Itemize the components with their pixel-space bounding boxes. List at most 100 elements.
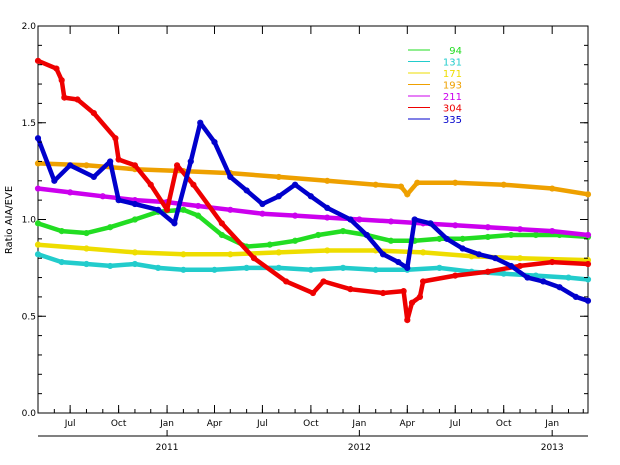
data-point	[372, 266, 379, 273]
data-point	[115, 197, 122, 204]
data-point	[259, 200, 266, 208]
legend-label: 304	[443, 104, 462, 115]
data-point	[53, 65, 60, 72]
data-point	[356, 216, 363, 223]
data-point	[155, 264, 162, 271]
data-point	[67, 189, 74, 196]
data-point	[507, 262, 515, 270]
data-point	[397, 183, 405, 190]
data-point	[500, 181, 507, 188]
legend-label: 211	[443, 92, 462, 103]
data-point	[131, 200, 139, 208]
data-point	[283, 278, 290, 285]
data-point	[540, 278, 547, 285]
data-point	[34, 57, 42, 64]
legend-entry-193: 193	[408, 81, 462, 92]
data-point	[259, 210, 266, 217]
y-axis-label: Ratio AIA/EVE	[4, 186, 15, 254]
x-tick-label: Jul	[64, 419, 76, 429]
series-line-171	[35, 242, 591, 263]
data-point	[387, 218, 395, 225]
series-line-193	[35, 161, 591, 197]
data-point	[549, 228, 556, 235]
data-point	[275, 173, 282, 181]
legend-label: 131	[443, 58, 462, 69]
data-point	[404, 191, 411, 198]
data-point	[347, 286, 354, 293]
legend-label: 335	[443, 115, 462, 126]
data-point	[197, 119, 204, 126]
data-point	[61, 94, 68, 101]
data-point	[218, 231, 225, 239]
data-point	[291, 237, 299, 244]
data-point	[452, 179, 459, 186]
data-point	[584, 297, 592, 304]
data-point	[131, 249, 139, 256]
series-304	[34, 57, 592, 324]
data-point	[171, 220, 178, 227]
data-point	[584, 276, 592, 283]
data-point	[195, 202, 202, 210]
data-point	[83, 245, 90, 252]
legend-entry-304: 304	[408, 104, 462, 115]
data-point	[379, 289, 387, 297]
legend-entry-211: 211	[408, 92, 462, 103]
data-point	[180, 266, 187, 273]
data-point	[484, 233, 492, 241]
data-point	[307, 193, 314, 200]
data-point	[427, 220, 434, 227]
series-line-211	[35, 186, 591, 238]
data-point	[404, 317, 411, 324]
data-point	[107, 158, 114, 165]
data-point	[266, 241, 273, 248]
data-point	[584, 260, 592, 268]
data-point	[416, 293, 424, 300]
data-point	[155, 206, 162, 213]
data-point	[34, 185, 42, 192]
data-point	[275, 193, 282, 200]
x-tick-label: Jan	[159, 419, 174, 429]
legend-entry-335: 335	[408, 115, 462, 126]
data-point	[90, 109, 97, 117]
data-point	[195, 212, 202, 219]
data-point	[516, 255, 524, 262]
data-point	[475, 251, 483, 258]
data-point	[190, 181, 197, 188]
data-point	[34, 241, 42, 248]
data-point	[147, 181, 154, 188]
data-point	[34, 135, 42, 142]
data-point	[516, 226, 524, 233]
year-tick-label: 2013	[541, 443, 564, 453]
plot-frame	[37, 25, 589, 414]
data-point	[387, 237, 395, 244]
series-line-131	[35, 252, 591, 282]
data-point	[549, 185, 556, 192]
data-point	[436, 235, 443, 242]
data-point	[507, 231, 515, 239]
data-point	[404, 264, 411, 271]
data-point	[452, 272, 459, 279]
data-point	[363, 231, 370, 239]
data-point	[83, 229, 90, 237]
data-point	[452, 222, 459, 229]
data-point	[173, 162, 181, 169]
data-point	[339, 264, 347, 271]
data-point	[131, 260, 139, 268]
data-point	[443, 235, 450, 242]
data-point	[90, 173, 97, 181]
series-131	[34, 251, 592, 283]
data-point	[243, 187, 250, 194]
data-point	[211, 139, 218, 146]
data-point	[549, 258, 556, 266]
data-point	[324, 247, 331, 254]
x-tick-label: Apr	[207, 419, 223, 429]
data-point	[339, 228, 347, 235]
data-point	[83, 162, 90, 169]
y-tick-label: 1.5	[22, 119, 36, 129]
data-point	[275, 249, 282, 256]
data-point	[58, 77, 65, 84]
legend-entry-131: 131	[408, 58, 462, 69]
data-point	[180, 251, 187, 258]
data-point	[227, 206, 234, 213]
